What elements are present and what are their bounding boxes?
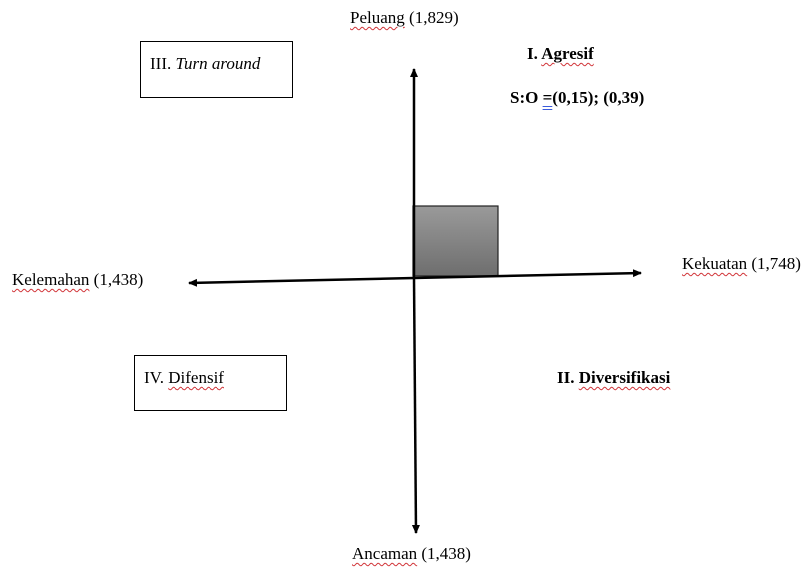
quadrant-2-label: II. Diversifikasi [557, 368, 670, 388]
vertical-axis-down [411, 277, 420, 534]
quadrant-3-box: III. Turn around [140, 41, 293, 98]
axis-label-top: Peluang (1,829) [350, 8, 459, 28]
coordinate-label: S:O =(0,15); (0,39) [510, 88, 644, 108]
horizontal-axis-right [413, 269, 642, 280]
quadrant-4-name: Difensif [168, 368, 224, 387]
quadrant-2-name: Diversifikasi [578, 368, 671, 387]
quadrant-1-numeral: I. [527, 44, 538, 63]
axis-top-value: (1,829) [409, 8, 459, 27]
quadrant-1-label: I. Agresif [527, 44, 594, 64]
position-rectangle [412, 205, 499, 277]
quadrant-4-label: IV. Difensif [144, 368, 224, 388]
coordinate-value: (0,15); (0,39) [552, 88, 645, 107]
axis-label-bottom: Ancaman (1,438) [352, 544, 471, 564]
axis-top-word: Peluang [350, 8, 405, 27]
quadrant-2-numeral: II. [557, 368, 575, 387]
axis-label-left: Kelemahan (1,438) [12, 270, 143, 290]
coordinate-prefix: S:O [510, 88, 539, 107]
axis-bottom-value: (1,438) [421, 544, 471, 563]
coordinate-equals: = [542, 88, 553, 107]
axis-left-value: (1,438) [93, 270, 144, 289]
quadrant-1-name: Agresif [541, 44, 594, 63]
quadrant-3-name: Turn around [175, 54, 261, 73]
quadrant-3-label: III. Turn around [150, 54, 260, 74]
axis-right-value: (1,748) [751, 254, 801, 273]
quadrant-4-box: IV. Difensif [134, 355, 287, 411]
quadrant-3-numeral: III. [150, 54, 172, 73]
axis-left-word: Kelemahan [12, 270, 90, 289]
quadrant-4-numeral: IV. [144, 368, 164, 387]
horizontal-axis-left [188, 276, 415, 287]
axis-label-right: Kekuatan (1,748) [682, 254, 801, 274]
axis-right-word: Kekuatan [682, 254, 748, 273]
axis-bottom-word: Ancaman [352, 544, 418, 563]
